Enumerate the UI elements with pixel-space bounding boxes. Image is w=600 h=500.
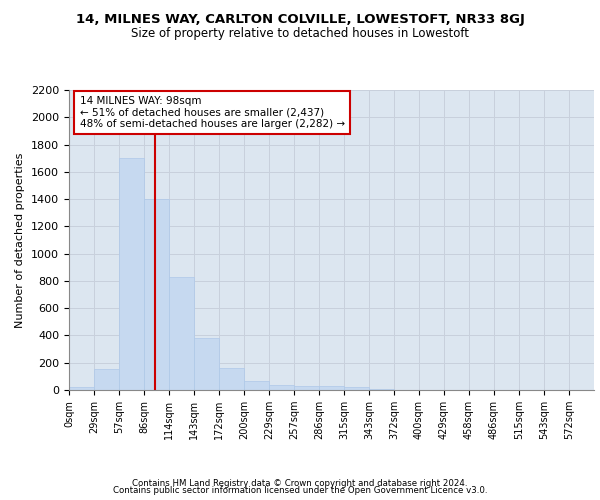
Y-axis label: Number of detached properties: Number of detached properties [16,152,25,328]
Bar [194,338,219,390]
Bar [69,388,94,390]
Text: Contains public sector information licensed under the Open Government Licence v3: Contains public sector information licen… [113,486,487,495]
Text: 14 MILNES WAY: 98sqm
← 51% of detached houses are smaller (2,437)
48% of semi-de: 14 MILNES WAY: 98sqm ← 51% of detached h… [79,96,344,129]
Text: 14, MILNES WAY, CARLTON COLVILLE, LOWESTOFT, NR33 8GJ: 14, MILNES WAY, CARLTON COLVILLE, LOWEST… [76,12,524,26]
Bar [119,158,144,390]
Bar [294,386,319,390]
Text: Contains HM Land Registry data © Crown copyright and database right 2024.: Contains HM Land Registry data © Crown c… [132,478,468,488]
Bar [244,381,269,390]
Bar [219,368,244,390]
Bar [169,277,194,390]
Bar [344,388,369,390]
Bar [144,199,169,390]
Text: Size of property relative to detached houses in Lowestoft: Size of property relative to detached ho… [131,28,469,40]
Bar [319,386,344,390]
Bar [94,369,119,390]
Bar [269,384,294,390]
